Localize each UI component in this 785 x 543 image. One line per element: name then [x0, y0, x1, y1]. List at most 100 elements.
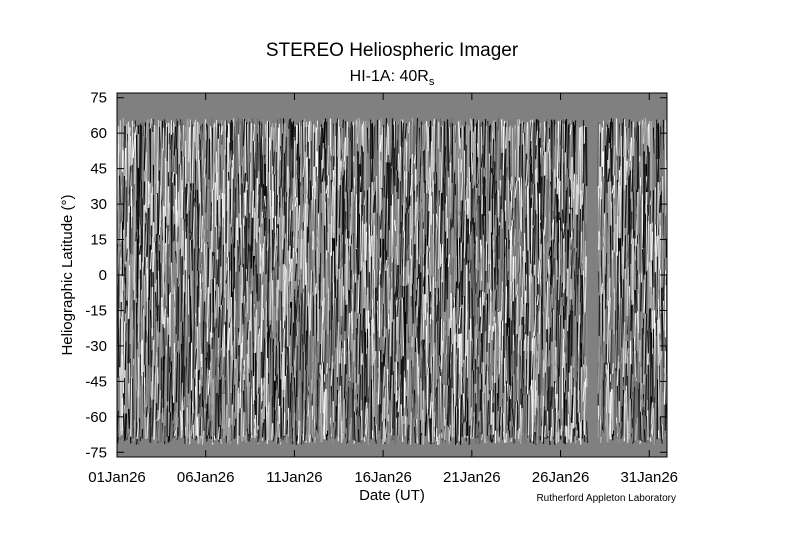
texture — [166, 306, 167, 346]
x-tick-label: 06Jan26 — [177, 469, 235, 486]
texture — [187, 358, 188, 407]
texture — [238, 388, 239, 444]
x-tick-label: 26Jan26 — [532, 469, 590, 486]
texture — [486, 126, 487, 179]
texture — [236, 218, 237, 272]
texture — [476, 424, 477, 444]
texture — [491, 363, 492, 390]
texture — [382, 288, 383, 329]
texture — [496, 311, 497, 323]
texture — [545, 426, 546, 437]
x-axis-label: Date (UT) — [359, 487, 425, 504]
texture — [135, 133, 136, 184]
texture — [244, 218, 245, 247]
image-area — [117, 93, 668, 457]
y-tick-label: 30 — [90, 196, 107, 213]
texture — [259, 394, 260, 426]
texture — [649, 410, 650, 443]
texture — [345, 432, 346, 444]
texture — [368, 243, 369, 288]
texture — [445, 419, 446, 440]
texture — [374, 181, 375, 195]
texture — [660, 436, 661, 438]
texture — [629, 120, 630, 129]
texture — [397, 170, 398, 192]
texture — [170, 126, 171, 178]
texture — [349, 128, 350, 187]
texture — [630, 295, 631, 340]
texture — [577, 215, 578, 248]
texture — [611, 244, 612, 298]
texture — [224, 325, 225, 357]
texture — [213, 279, 214, 333]
texture — [565, 436, 566, 444]
texture — [433, 277, 434, 320]
texture — [416, 361, 417, 419]
texture — [141, 125, 142, 180]
texture — [257, 178, 258, 242]
texture — [483, 241, 484, 292]
texture — [184, 292, 185, 351]
texture — [206, 242, 207, 294]
texture — [635, 128, 636, 187]
texture — [305, 203, 306, 226]
texture — [141, 290, 142, 341]
texture — [205, 360, 206, 409]
texture — [395, 305, 396, 362]
texture — [269, 342, 270, 373]
texture — [369, 121, 370, 139]
texture — [424, 222, 425, 254]
texture — [121, 367, 122, 416]
texture — [200, 140, 201, 160]
texture — [231, 356, 232, 393]
texture — [208, 242, 209, 287]
texture — [521, 125, 522, 178]
texture — [298, 298, 299, 322]
texture — [255, 428, 256, 438]
texture — [257, 134, 258, 179]
texture — [620, 186, 621, 239]
texture — [231, 297, 232, 318]
texture — [383, 187, 384, 239]
texture — [603, 250, 604, 283]
texture — [427, 326, 428, 368]
texture — [453, 308, 454, 343]
texture — [118, 144, 119, 210]
texture — [655, 121, 656, 139]
y-tick-label: -60 — [85, 409, 107, 426]
texture — [319, 213, 320, 274]
texture — [293, 210, 294, 231]
texture — [540, 334, 541, 369]
texture — [640, 441, 641, 444]
texture — [493, 139, 494, 175]
texture — [482, 374, 483, 441]
texture — [211, 231, 212, 280]
texture — [583, 315, 584, 365]
x-tick-label: 11Jan26 — [266, 469, 322, 486]
texture — [622, 406, 623, 421]
texture — [526, 303, 527, 334]
texture — [236, 272, 237, 294]
texture — [202, 126, 203, 188]
texture — [204, 352, 205, 399]
texture — [210, 344, 211, 360]
texture — [246, 432, 247, 443]
texture — [489, 215, 490, 264]
texture — [297, 345, 298, 397]
texture — [350, 441, 351, 443]
texture — [276, 152, 277, 216]
texture — [245, 380, 246, 436]
texture — [136, 232, 137, 242]
texture — [268, 384, 269, 405]
texture — [283, 197, 284, 250]
texture — [510, 125, 511, 141]
texture — [617, 318, 618, 371]
texture — [239, 332, 240, 345]
texture — [310, 347, 311, 410]
texture — [654, 243, 655, 288]
texture — [530, 164, 531, 199]
texture — [226, 188, 227, 244]
texture — [478, 195, 479, 204]
texture — [285, 266, 286, 321]
texture — [301, 229, 302, 269]
